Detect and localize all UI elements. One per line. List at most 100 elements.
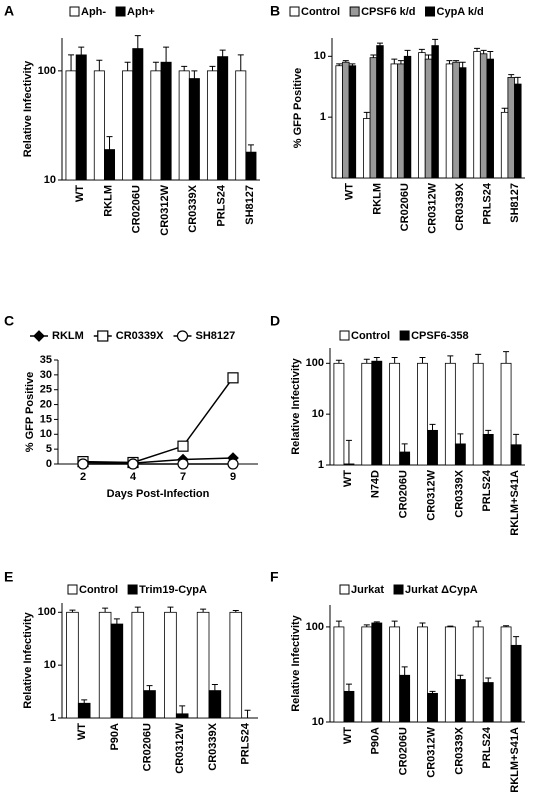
- legend-label: Aph+: [127, 6, 155, 18]
- bar: [164, 611, 177, 719]
- x-tick-label: 9: [230, 471, 236, 483]
- bar: [342, 61, 350, 179]
- error-bar: [391, 58, 398, 64]
- bar: [229, 611, 243, 719]
- bar: [403, 55, 412, 179]
- x-tick-label: 7: [180, 471, 186, 483]
- error-bar: [363, 111, 370, 119]
- legend-label: Control: [79, 584, 118, 596]
- bar: [66, 611, 79, 719]
- bar: [75, 54, 87, 181]
- series-line: [82, 377, 234, 464]
- error-bar: [152, 61, 159, 71]
- error-bar: [391, 620, 398, 627]
- error-bar: [345, 439, 352, 464]
- point: [227, 372, 239, 384]
- error-bar: [485, 677, 492, 683]
- x-tick-label: N74D: [370, 470, 382, 498]
- x-tick-label: PRLS24: [481, 726, 493, 768]
- bar: [333, 626, 345, 723]
- y-axis-label: Relative Infectivity: [22, 60, 34, 157]
- bar: [399, 674, 411, 723]
- point: [177, 440, 189, 452]
- error-bar: [211, 684, 218, 691]
- legend-swatch: [339, 584, 350, 595]
- error-bar: [336, 63, 343, 66]
- x-tick-label: CR0312W: [426, 182, 438, 233]
- error-bar: [447, 355, 454, 364]
- legend-swatch: [289, 6, 300, 17]
- x-tick-label: CR0312W: [159, 184, 171, 235]
- error-bar: [376, 42, 383, 46]
- legend-label: Jurkat ΔCypA: [405, 584, 478, 596]
- bar: [500, 626, 512, 723]
- bar: [363, 118, 371, 179]
- bar: [472, 626, 484, 723]
- error-bar: [397, 60, 404, 64]
- legend-label: CypA k/d: [437, 6, 484, 18]
- bar: [132, 48, 144, 181]
- error-bar: [503, 625, 510, 627]
- error-bar: [429, 423, 436, 431]
- error-bar: [244, 709, 251, 718]
- bar: [486, 58, 494, 179]
- x-tick-label: CR0312W: [425, 726, 437, 777]
- x-tick-label: WT: [74, 185, 86, 202]
- error-bar: [418, 48, 425, 53]
- legend-label: RKLM: [52, 330, 84, 342]
- error-bar: [432, 38, 439, 46]
- legend-label: Aph-: [81, 6, 106, 18]
- x-tick-label: RKLM+S41A: [509, 727, 521, 793]
- bar: [389, 362, 401, 466]
- error-bar: [425, 54, 432, 60]
- bar: [160, 61, 172, 181]
- y-tick-label: 10: [312, 716, 324, 728]
- legend-marker: [97, 330, 109, 342]
- x-tick-label: SH8127: [509, 183, 521, 223]
- y-axis-label: % GFP Positive: [24, 372, 36, 453]
- error-bar: [345, 683, 352, 692]
- x-tick-label: CR0206U: [131, 185, 143, 233]
- bar: [110, 623, 124, 719]
- bar: [444, 362, 456, 466]
- bar: [514, 83, 522, 179]
- x-tick-label: P90A: [109, 723, 121, 751]
- error-bar: [457, 674, 464, 680]
- x-tick-label: CR0206U: [399, 183, 411, 231]
- legend-marker: [33, 330, 45, 342]
- error-bar: [514, 76, 521, 85]
- error-bar: [102, 607, 109, 613]
- error-bar: [81, 699, 88, 704]
- y-tick-label: 5: [46, 443, 52, 455]
- bar: [217, 56, 229, 181]
- bar: [206, 70, 218, 181]
- error-bar: [474, 47, 481, 52]
- legend-label: Jurkat: [351, 584, 384, 596]
- legend-swatch: [127, 584, 138, 595]
- error-bar: [513, 433, 520, 445]
- bar: [418, 52, 426, 179]
- point: [227, 458, 239, 470]
- bar: [65, 70, 77, 181]
- error-bar: [349, 63, 356, 66]
- legend-label: Control: [351, 330, 390, 342]
- y-tick-label: 10: [312, 408, 324, 420]
- error-bar: [501, 107, 508, 113]
- panel-label: E: [4, 569, 13, 585]
- bar: [77, 702, 91, 719]
- y-tick-label: 100: [38, 606, 56, 618]
- bar: [472, 362, 484, 466]
- bar: [93, 70, 105, 181]
- error-bar: [200, 608, 207, 613]
- error-bar: [247, 144, 254, 153]
- legend-swatch: [339, 330, 350, 341]
- y-tick-label: 10: [44, 174, 56, 186]
- error-bar: [453, 60, 460, 63]
- bar: [445, 63, 454, 179]
- x-tick-label: PRLS24: [215, 184, 227, 226]
- bar: [389, 626, 401, 723]
- bar: [335, 65, 343, 179]
- bar: [500, 111, 509, 179]
- error-bar: [363, 624, 370, 627]
